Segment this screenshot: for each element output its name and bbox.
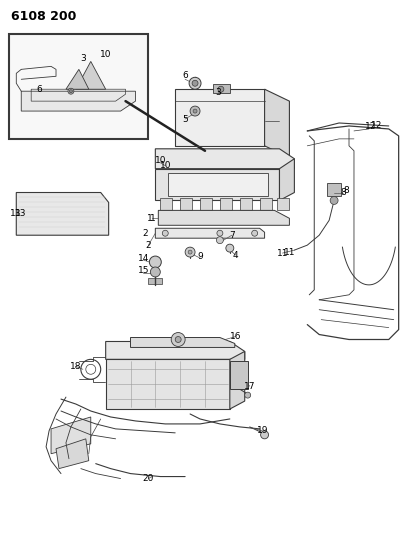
Polygon shape	[213, 84, 230, 93]
Bar	[9, 34, 149, 139]
Polygon shape	[106, 359, 230, 409]
Polygon shape	[149, 278, 162, 284]
Circle shape	[192, 80, 198, 86]
Text: 2: 2	[146, 240, 151, 249]
Text: 13: 13	[15, 209, 27, 218]
Text: 5: 5	[182, 115, 188, 124]
Polygon shape	[66, 69, 89, 89]
Text: 10: 10	[160, 161, 172, 170]
Circle shape	[261, 431, 268, 439]
Text: 4: 4	[233, 251, 239, 260]
Polygon shape	[106, 342, 245, 359]
Text: 19: 19	[257, 426, 268, 435]
Text: 14: 14	[138, 254, 149, 263]
Polygon shape	[51, 417, 91, 454]
Text: 1: 1	[146, 214, 152, 223]
Polygon shape	[16, 192, 109, 235]
Circle shape	[68, 88, 74, 94]
Text: 12: 12	[365, 123, 377, 132]
Text: 8: 8	[343, 186, 349, 195]
Text: 7: 7	[229, 231, 235, 240]
Circle shape	[149, 256, 161, 268]
Polygon shape	[76, 61, 106, 89]
Circle shape	[69, 90, 72, 93]
Polygon shape	[200, 198, 212, 211]
Text: 15: 15	[137, 266, 149, 276]
Circle shape	[193, 109, 197, 113]
Polygon shape	[240, 198, 252, 211]
Circle shape	[330, 197, 338, 205]
Polygon shape	[220, 198, 232, 211]
Circle shape	[151, 267, 160, 277]
Circle shape	[245, 392, 251, 398]
Polygon shape	[155, 228, 264, 238]
Text: 10: 10	[100, 51, 111, 59]
Text: 6: 6	[36, 85, 42, 94]
Text: 11: 11	[277, 248, 288, 257]
Polygon shape	[155, 149, 295, 168]
Circle shape	[190, 106, 200, 116]
Polygon shape	[21, 91, 135, 111]
Polygon shape	[327, 183, 341, 197]
Text: 16: 16	[230, 332, 242, 341]
Text: 10: 10	[155, 156, 166, 165]
Circle shape	[226, 244, 234, 252]
Polygon shape	[259, 198, 272, 211]
Circle shape	[171, 333, 185, 346]
Circle shape	[252, 230, 257, 236]
Circle shape	[217, 230, 223, 236]
Polygon shape	[277, 198, 289, 211]
Text: 9: 9	[197, 252, 203, 261]
Polygon shape	[131, 337, 235, 348]
Text: 18: 18	[70, 362, 82, 371]
Text: 17: 17	[244, 382, 255, 391]
Text: 6108 200: 6108 200	[11, 10, 77, 23]
Circle shape	[216, 237, 223, 244]
Text: 20: 20	[143, 474, 154, 483]
Polygon shape	[158, 211, 289, 225]
Circle shape	[162, 230, 168, 236]
Circle shape	[189, 77, 201, 89]
Text: 8: 8	[340, 188, 346, 197]
Polygon shape	[160, 198, 172, 211]
Text: 3: 3	[215, 88, 221, 96]
Polygon shape	[230, 361, 248, 389]
Polygon shape	[180, 198, 192, 211]
Text: 2: 2	[143, 229, 149, 238]
Circle shape	[185, 247, 195, 257]
Polygon shape	[264, 89, 289, 158]
Text: 11: 11	[284, 248, 296, 256]
Polygon shape	[168, 173, 268, 197]
Polygon shape	[230, 351, 245, 409]
Circle shape	[175, 336, 181, 343]
Circle shape	[188, 250, 192, 254]
Text: 3: 3	[80, 54, 86, 63]
Polygon shape	[56, 439, 89, 469]
Text: 13: 13	[9, 209, 21, 218]
Text: 12: 12	[371, 122, 382, 131]
Polygon shape	[175, 89, 264, 146]
Polygon shape	[279, 159, 295, 200]
Text: 6: 6	[182, 71, 188, 80]
Text: 1: 1	[149, 214, 155, 223]
Circle shape	[218, 86, 224, 92]
Polygon shape	[155, 168, 279, 200]
